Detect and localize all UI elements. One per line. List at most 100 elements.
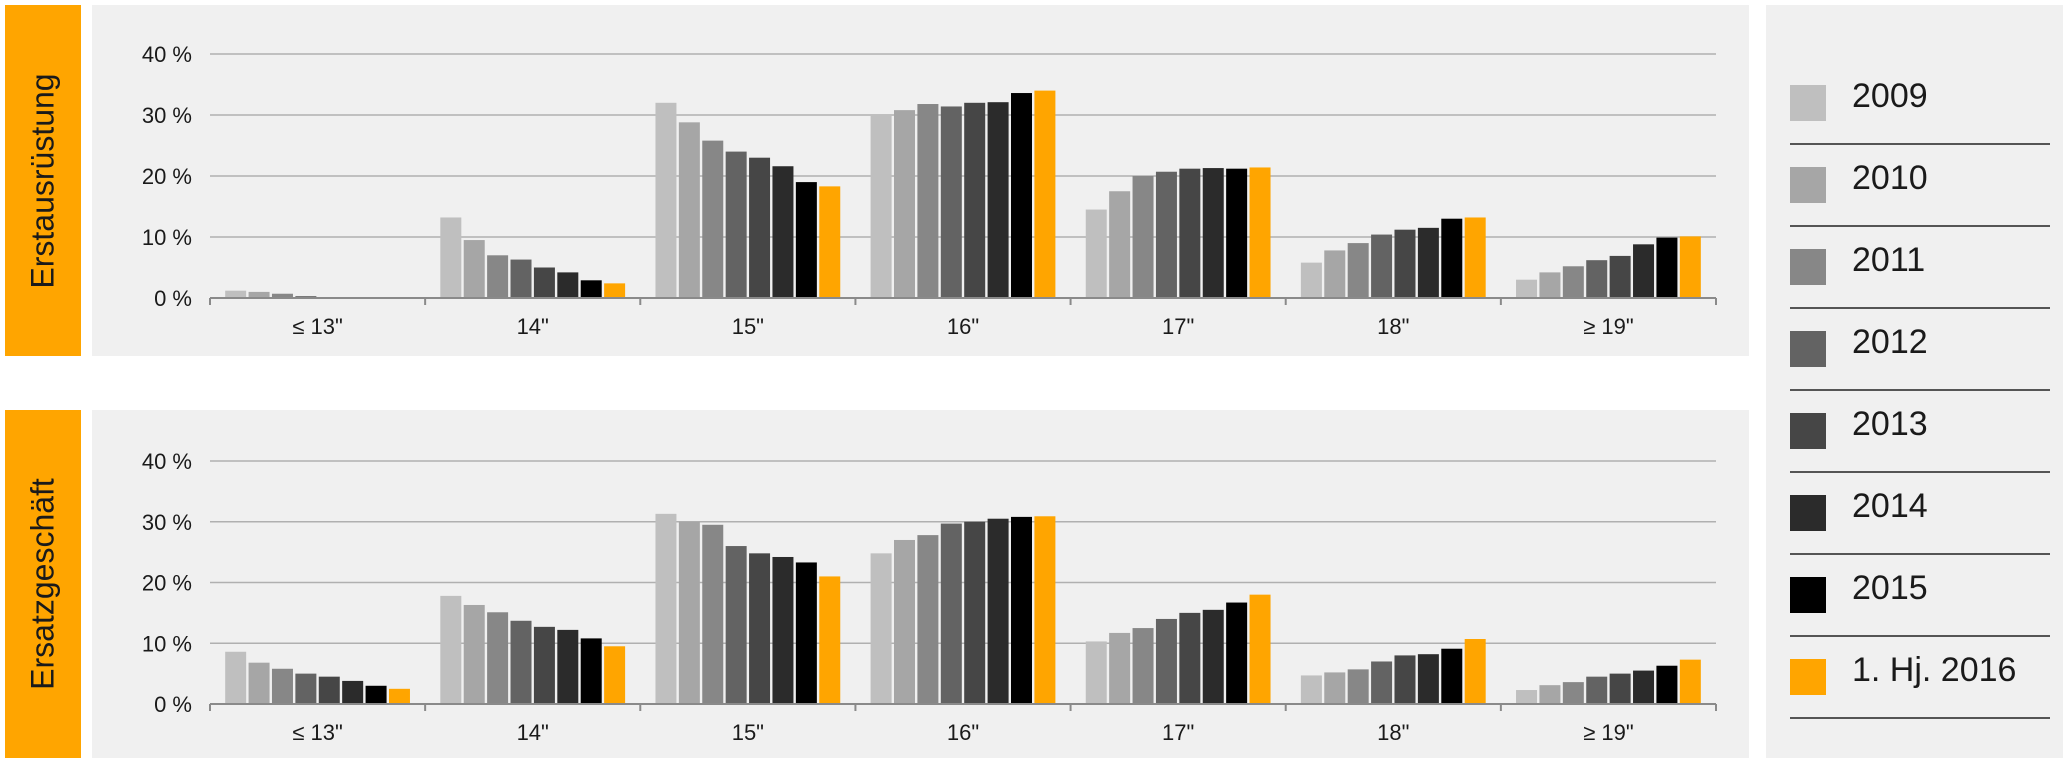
bar <box>1011 516 1032 704</box>
bar <box>1155 171 1177 298</box>
bar <box>795 182 817 298</box>
bar <box>1347 243 1369 298</box>
bar <box>1679 659 1701 704</box>
x-tick-label: 14" <box>517 314 549 339</box>
bar <box>1516 279 1538 298</box>
legend-divider <box>1790 389 2050 391</box>
bar <box>1656 237 1678 298</box>
bar <box>1034 90 1056 298</box>
x-tick-label: ≤ 13" <box>292 314 342 339</box>
bar <box>487 255 509 298</box>
bar <box>1202 609 1224 704</box>
bar <box>1300 675 1322 704</box>
bar <box>248 291 270 298</box>
bar <box>702 140 724 298</box>
legend-swatch <box>1790 495 1826 531</box>
x-tick-label: 18" <box>1377 720 1409 745</box>
legend-divider <box>1790 307 2050 309</box>
bar <box>295 673 317 704</box>
legend: 2009 2010 2011 2012 2013 2014 2015 1. Hj… <box>1766 5 2063 758</box>
bar <box>917 535 939 704</box>
bar <box>655 102 677 298</box>
bar <box>1441 218 1463 298</box>
legend-label: 2014 <box>1852 487 1928 525</box>
y-tick-label: 20 % <box>142 571 192 596</box>
bar <box>1656 665 1678 704</box>
legend-label: 2010 <box>1852 159 1928 197</box>
bar <box>987 102 1009 298</box>
legend-divider <box>1790 717 2050 719</box>
bar <box>987 518 1009 704</box>
x-tick-label: ≥ 19" <box>1583 314 1633 339</box>
legend-swatch <box>1790 659 1826 695</box>
legend-divider <box>1790 553 2050 555</box>
bar <box>1394 655 1416 704</box>
bar <box>318 676 340 704</box>
bar <box>819 576 841 704</box>
x-tick-label: 15" <box>732 720 764 745</box>
bar <box>510 259 532 298</box>
legend-divider <box>1790 225 2050 227</box>
bar <box>1586 260 1608 298</box>
bar <box>1516 690 1538 704</box>
y-tick-label: 30 % <box>142 103 192 128</box>
bar <box>1633 670 1655 704</box>
legend-label: 2011 <box>1852 241 1926 279</box>
bar <box>487 612 509 704</box>
bar <box>225 290 247 298</box>
bar <box>772 166 794 298</box>
bar <box>1132 176 1154 298</box>
side-label-ersatzgeschaeft: Ersatzgeschäft <box>5 410 81 758</box>
y-tick-label: 0 % <box>154 286 192 311</box>
side-label-erstausruestung: Erstausrüstung <box>5 5 81 356</box>
legend-divider <box>1790 471 2050 473</box>
bar <box>1609 673 1631 704</box>
legend-item: 2011 <box>1790 227 2050 309</box>
bar <box>1633 244 1655 298</box>
y-tick-label: 0 % <box>154 692 192 717</box>
legend-swatch <box>1790 85 1826 121</box>
bar <box>1085 641 1107 704</box>
bar <box>870 115 892 298</box>
bar <box>940 106 962 299</box>
bar <box>725 151 747 298</box>
bar <box>440 217 462 298</box>
bar <box>1586 676 1608 704</box>
x-tick-label: 16" <box>947 720 979 745</box>
bar <box>463 604 485 704</box>
bar <box>1679 236 1701 298</box>
bar <box>1417 654 1439 704</box>
bar <box>248 662 270 704</box>
bar <box>604 283 626 298</box>
bar <box>819 186 841 298</box>
legend-label: 2009 <box>1852 77 1928 115</box>
bar <box>1539 272 1561 298</box>
legend-label: 2015 <box>1852 569 1928 607</box>
bar <box>1324 672 1346 704</box>
legend-swatch <box>1790 413 1826 449</box>
bar <box>271 668 293 704</box>
bar <box>894 110 915 299</box>
bar <box>702 524 724 704</box>
bar <box>1300 262 1322 298</box>
legend-item: 1. Hj. 2016 <box>1790 637 2050 719</box>
bar <box>388 688 410 704</box>
bar <box>1562 266 1584 298</box>
bar <box>463 240 485 298</box>
bar <box>365 685 387 704</box>
bar <box>749 157 771 298</box>
bar <box>510 620 532 704</box>
x-tick-label: 17" <box>1162 720 1194 745</box>
bar <box>1394 229 1416 298</box>
legend-item: 2009 <box>1790 63 2050 145</box>
bar <box>1202 168 1224 298</box>
bar <box>1609 255 1631 298</box>
bar <box>225 651 247 704</box>
bar <box>557 629 579 704</box>
legend-divider <box>1790 635 2050 637</box>
bar <box>1226 602 1248 704</box>
bar <box>580 280 602 298</box>
bar <box>1179 168 1201 298</box>
legend-swatch <box>1790 249 1826 285</box>
y-tick-label: 10 % <box>142 631 192 656</box>
